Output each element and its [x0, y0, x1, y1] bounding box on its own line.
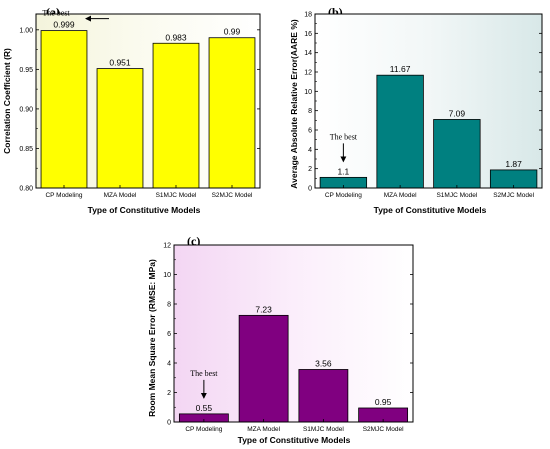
x-axis-title-a: Type of Constitutive Models	[88, 205, 201, 215]
x-tick-label: MZA Model	[247, 426, 280, 433]
y-tick-label: 0	[308, 186, 312, 193]
x-tick-label: CP Modeling	[325, 192, 362, 199]
y-tick-label: 0.85	[19, 146, 33, 153]
bar-mza-model	[96, 68, 144, 189]
x-tick-label: S2MJC Model	[493, 192, 534, 199]
y-tick-label: 0.90	[19, 106, 33, 113]
y-tick-label: 1.00	[19, 27, 33, 34]
plot-area-a: 0.80 0.85 0.90 0.95 1.00 0.999 CP Modeling 0.95…	[19, 9, 261, 199]
data-label: 0.55	[196, 403, 213, 413]
y-tick-label: 12	[163, 243, 171, 250]
plot-frame	[173, 244, 414, 423]
x-tick-label: MZA Model	[384, 192, 417, 199]
y-tick-label: 0.80	[19, 186, 33, 193]
data-label: 7.09	[449, 108, 466, 118]
data-label: 3.56	[315, 358, 332, 368]
bar-cp-modeling	[40, 30, 88, 189]
bar-s1mjc-model	[433, 119, 481, 189]
y-tick-label: 12	[304, 70, 312, 77]
y-tick-label: 0	[167, 420, 171, 427]
y-tick-label: 18	[304, 12, 312, 19]
y-axis-title-a: Correlation Coefficient (R)	[2, 48, 12, 154]
plot-background	[315, 14, 542, 188]
y-tick-label: 8	[308, 108, 312, 115]
y-axis-title-b: Average Absolute Relative Error(AARE %)	[289, 19, 299, 189]
plot-background	[174, 245, 413, 422]
plot-frame	[314, 13, 543, 189]
x-tick-label: MZA Model	[104, 192, 137, 199]
best-annotation: The best	[190, 369, 218, 378]
x-axis-title-c: Type of Constitutive Models	[238, 435, 351, 445]
chart-b: (b) Average Absolute Relative Error(AARE…	[289, 5, 543, 215]
y-tick-label: 4	[308, 147, 312, 154]
y-tick-label: 6	[167, 331, 171, 338]
y-tick-label: 2	[308, 166, 312, 173]
data-label: 0.983	[165, 32, 187, 42]
x-tick-label: S2MJC Model	[212, 192, 253, 199]
y-tick-label: 14	[304, 50, 312, 57]
plot-frame	[35, 13, 261, 189]
bar-s1mjc-model	[298, 369, 349, 423]
y-tick-label: 0.95	[19, 67, 33, 74]
plot-area-c: 0 2 4 6 8 10 12 0.55 CP Modeling 7.23 MZA Model 3.5…	[163, 243, 414, 433]
y-tick-label: 2	[167, 390, 171, 397]
y-tick-label: 16	[304, 31, 312, 38]
x-tick-label: CP Modeling	[45, 192, 82, 199]
x-tick-label: S1MJC Model	[436, 192, 477, 199]
y-tick-label: 4	[167, 361, 171, 368]
data-label: 0.999	[53, 20, 75, 30]
data-label: 1.1	[337, 166, 349, 176]
bar-s1mjc-model	[152, 42, 200, 189]
plot-area-b: 0 2 4 6 8 10 12 14 16 18 1.1 CP Modeling 11.67 MZA Mo…	[304, 12, 543, 199]
x-tick-label: S1MJC Model	[303, 426, 344, 433]
data-label: 11.67	[390, 64, 411, 74]
chart-a: (a) Correlation Coefficient (R) Type of …	[2, 5, 261, 215]
x-axis-title-b: Type of Constitutive Models	[374, 205, 487, 215]
data-label: 0.99	[224, 27, 241, 37]
x-tick-label: S2MJC Model	[363, 426, 404, 433]
x-tick-label: CP Modeling	[185, 426, 222, 433]
data-label: 0.951	[109, 58, 131, 68]
bar-s2mjc-model	[208, 37, 256, 189]
y-tick-label: 10	[163, 272, 171, 279]
data-label: 7.23	[255, 304, 272, 314]
y-tick-label: 8	[167, 302, 171, 309]
bar-mza-model	[238, 314, 289, 423]
data-label: 1.87	[505, 159, 522, 169]
data-label: 0.95	[375, 397, 392, 407]
y-axis-title-c: Room Mean Square Error (RMSE: MPa)	[147, 259, 157, 417]
best-annotation: The best	[42, 9, 70, 18]
bar-mza-model	[376, 74, 424, 189]
x-tick-label: S1MJC Model	[156, 192, 197, 199]
y-tick-label: 6	[308, 128, 312, 135]
chart-c: (c) Room Mean Square Error (RMSE: MPa) T…	[147, 234, 414, 445]
y-tick-label: 10	[304, 89, 312, 96]
best-annotation: The best	[330, 132, 358, 141]
